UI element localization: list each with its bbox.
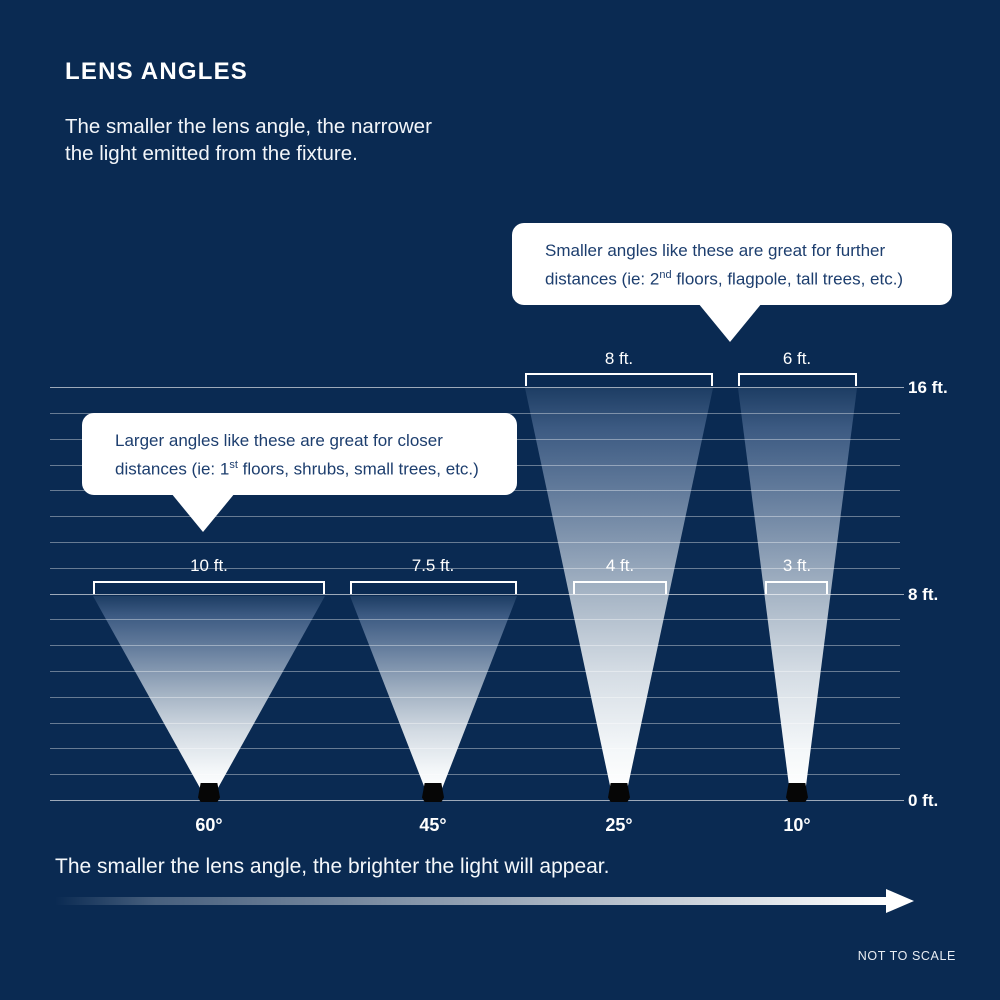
light-fixture-45deg bbox=[422, 783, 444, 802]
beam-width-label-25deg-16ft: 8 ft. bbox=[604, 349, 634, 368]
beam-gradient bbox=[93, 596, 325, 790]
gridline bbox=[50, 645, 900, 646]
angle-label-25deg: 25° bbox=[605, 815, 633, 835]
gridline bbox=[50, 723, 900, 724]
ordinal-superscript: st bbox=[229, 459, 238, 471]
gridline bbox=[50, 671, 900, 672]
axis-label-0ft: 0 ft. bbox=[908, 791, 939, 810]
beam-width-label-60deg: 10 ft. bbox=[190, 556, 228, 575]
brightness-arrow-bar bbox=[55, 897, 888, 905]
footer-caption: The smaller the lens angle, the brighter… bbox=[55, 855, 610, 878]
beam-width-label-10deg-8ft: 3 ft. bbox=[782, 556, 812, 575]
axis-label-8ft: 8 ft. bbox=[908, 585, 939, 604]
callout-larger-angles: Larger angles like these are great for c… bbox=[82, 413, 517, 495]
beam-cone-25deg bbox=[525, 388, 713, 790]
beam-width-label-10deg-16ft: 6 ft. bbox=[782, 349, 812, 368]
angle-label-10deg: 10° bbox=[783, 815, 811, 835]
page-title: LENS ANGLES bbox=[65, 58, 248, 85]
gridline-8ft bbox=[50, 594, 904, 595]
measure-bracket bbox=[765, 581, 828, 594]
callout-text: Larger angles like these are great for c… bbox=[82, 413, 517, 482]
gridline bbox=[50, 748, 900, 749]
measure-bracket bbox=[525, 373, 713, 386]
callout-tail bbox=[171, 493, 235, 532]
not-to-scale-note: NOT TO SCALE bbox=[857, 949, 956, 963]
beam-cone-60deg bbox=[93, 596, 325, 790]
gridline bbox=[50, 619, 900, 620]
gridline bbox=[50, 516, 900, 517]
gridline bbox=[50, 542, 900, 543]
gridline bbox=[50, 774, 900, 775]
measure-bracket bbox=[738, 373, 857, 386]
beam-cone-10deg bbox=[738, 388, 857, 790]
light-fixture-25deg bbox=[608, 783, 630, 802]
angle-label-60deg: 60° bbox=[195, 815, 223, 835]
callout-text-post: floors, flagpole, tall trees, etc.) bbox=[671, 269, 904, 289]
beam-cone-45deg bbox=[350, 596, 517, 790]
light-fixture-10deg bbox=[786, 783, 808, 802]
beam-width-label-45deg: 7.5 ft. bbox=[411, 556, 455, 575]
measure-bracket bbox=[573, 581, 667, 594]
ordinal-superscript: nd bbox=[659, 269, 672, 281]
axis-label-16ft: 16 ft. bbox=[908, 378, 948, 397]
gridline-16ft bbox=[50, 387, 904, 388]
beam-width-label-25deg-8ft: 4 ft. bbox=[605, 556, 635, 575]
gridline bbox=[50, 697, 900, 698]
gridline-0ft bbox=[50, 800, 904, 801]
light-fixture-60deg bbox=[198, 783, 220, 802]
brightness-arrow-head-icon bbox=[886, 889, 914, 913]
subtitle: The smaller the lens angle, the narrower… bbox=[65, 115, 432, 165]
callout-smaller-angles: Smaller angles like these are great for … bbox=[512, 223, 952, 305]
beam-gradient bbox=[350, 596, 517, 790]
gridline bbox=[50, 568, 900, 569]
callout-text-pre: Larger angles like these are great for c… bbox=[115, 431, 443, 479]
measure-bracket bbox=[93, 581, 325, 594]
callout-tail bbox=[698, 303, 762, 342]
callout-text-pre: Smaller angles like these are great for … bbox=[545, 241, 886, 289]
measure-bracket bbox=[350, 581, 517, 594]
angle-label-45deg: 45° bbox=[419, 815, 447, 835]
callout-text: Smaller angles like these are great for … bbox=[512, 223, 952, 292]
callout-text-post: floors, shrubs, small trees, etc.) bbox=[237, 459, 479, 479]
